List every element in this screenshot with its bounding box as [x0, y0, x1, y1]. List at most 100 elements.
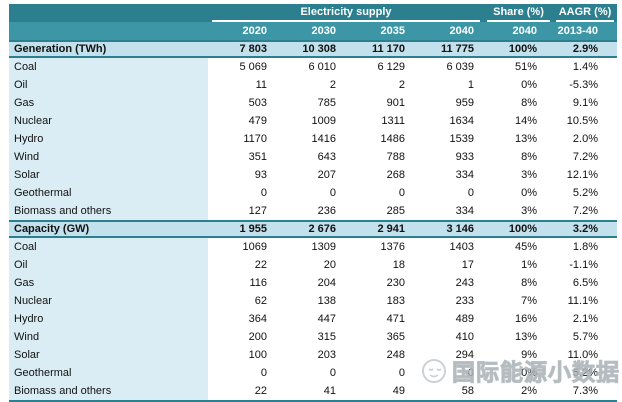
value-cell: 901	[386, 97, 405, 109]
value-cell: 3%	[521, 169, 537, 181]
value-cell: 49	[392, 385, 405, 397]
table-row: Hydro 364 447 471 489 16% 2.1%	[9, 310, 617, 328]
value-cell: 0	[467, 187, 474, 199]
table-row: Oil 11 2 2 1 0% -5.3%	[9, 76, 617, 94]
value-cell: 334	[455, 169, 474, 181]
value-cell: 207	[317, 169, 336, 181]
table-row: Solar 93 207 268 334 3% 12.1%	[9, 166, 617, 184]
value-cell: 13%	[514, 133, 537, 145]
table-row: Nuclear 62 138 183 233 7% 11.1%	[9, 292, 617, 310]
row-label: Nuclear	[9, 112, 208, 130]
value-cell: 11.1%	[567, 295, 598, 307]
share-year-header: 2040	[512, 25, 537, 37]
value-cell: 200	[248, 331, 267, 343]
value-cell: 1	[467, 79, 474, 91]
row-label: Solar	[9, 346, 208, 364]
value-cell: 11 170	[371, 43, 405, 55]
table-header-group-row: Electricity supply Share (%) AAGR (%)	[9, 4, 617, 22]
value-cell: 1539	[449, 133, 474, 145]
table-row: Nuclear 479 1009 1311 1634 14% 10.5%	[9, 112, 617, 130]
value-cell: 5.7%	[572, 331, 598, 343]
value-cell: 51%	[514, 61, 537, 73]
value-cell: 489	[455, 313, 474, 325]
year-header-2035: 2035	[380, 25, 405, 37]
value-cell: 0%	[521, 79, 537, 91]
value-cell: 100%	[508, 223, 537, 235]
value-cell: 410	[455, 331, 474, 343]
value-cell: 7.2%	[572, 205, 598, 217]
value-cell: 0%	[521, 187, 537, 199]
value-cell: 138	[317, 295, 336, 307]
value-cell: 183	[386, 295, 405, 307]
value-cell: 0	[329, 187, 336, 199]
value-cell: 18	[392, 259, 405, 271]
value-cell: 12.1%	[566, 169, 598, 181]
value-cell: 0	[398, 367, 405, 379]
row-label: Gas	[9, 94, 208, 112]
value-cell: 334	[455, 205, 474, 217]
value-cell: 2.1%	[572, 313, 598, 325]
value-cell: 447	[317, 313, 336, 325]
value-cell: 45%	[514, 241, 537, 253]
value-cell: 0	[260, 187, 267, 199]
value-cell: 58	[461, 385, 474, 397]
value-cell: 236	[317, 205, 336, 217]
value-cell: 6.5%	[572, 277, 598, 289]
value-cell: 203	[317, 349, 336, 361]
value-cell: 479	[248, 115, 267, 127]
value-cell: 503	[248, 97, 267, 109]
value-cell: 1009	[311, 115, 336, 127]
value-cell: 1170	[243, 133, 267, 145]
value-cell: 62	[254, 295, 267, 307]
value-cell: 3%	[521, 205, 537, 217]
value-cell: 243	[455, 277, 474, 289]
value-cell: 6 039	[446, 61, 474, 73]
value-cell: 22	[254, 259, 267, 271]
value-cell: 11 775	[440, 43, 474, 55]
value-cell: 41	[323, 385, 336, 397]
aagr-column-header: AAGR (%)	[556, 4, 614, 22]
value-cell: 8%	[521, 97, 537, 109]
value-cell: 8%	[521, 151, 537, 163]
row-label: Biomass and others	[9, 202, 208, 220]
value-cell: 22	[254, 385, 267, 397]
value-cell: 268	[386, 169, 405, 181]
value-cell: 5 069	[239, 61, 267, 73]
table-row: Gas 503 785 901 959 8% 9.1%	[9, 94, 617, 112]
value-cell: 2.9%	[572, 43, 598, 55]
value-cell: 16%	[514, 313, 537, 325]
aagr-period-header: 2013-40	[557, 25, 598, 37]
table-row: Oil 22 20 18 17 1% -1.1%	[9, 256, 617, 274]
value-cell: 2	[329, 79, 336, 91]
row-label: Solar	[9, 166, 208, 184]
value-cell: 1403	[449, 241, 474, 253]
value-cell: 351	[248, 151, 267, 163]
row-label: Oil	[9, 76, 208, 94]
row-label: Coal	[9, 58, 208, 76]
value-cell: 93	[254, 169, 267, 181]
row-label: Capacity (GW)	[14, 223, 90, 235]
value-cell: 9.1%	[572, 97, 598, 109]
row-label: Biomass and others	[9, 382, 208, 400]
row-label: Geothermal	[9, 364, 208, 382]
value-cell: 1376	[380, 241, 405, 253]
table-row: Hydro 1170 1416 1486 1539 13% 2.0%	[9, 130, 617, 148]
table-row: Biomass and others 127 236 285 334 3% 7.2%	[9, 202, 617, 220]
value-cell: 2.0%	[572, 133, 598, 145]
table-row: Wind 351 643 788 933 8% 7.2%	[9, 148, 617, 166]
value-cell: 14%	[514, 115, 537, 127]
share-column-header: Share (%)	[487, 4, 550, 22]
table-header-years-row: 2020 2030 2035 2040 2040 2013-40	[9, 22, 617, 40]
value-cell: 1634	[449, 115, 474, 127]
section-row: Capacity (GW) 1 955 2 676 2 941 3 146 100% 3.2…	[9, 220, 617, 238]
value-cell: 1%	[521, 259, 537, 271]
row-label: Oil	[9, 256, 208, 274]
value-cell: 230	[386, 277, 405, 289]
row-label: Gas	[9, 274, 208, 292]
value-cell: 365	[386, 331, 405, 343]
value-cell: 959	[455, 97, 474, 109]
value-cell: 364	[248, 313, 267, 325]
section-row: Generation (TWh) 7 803 10 308 11 170 11 775 1…	[9, 40, 617, 58]
row-label: Hydro	[9, 130, 208, 148]
table-row: Coal 5 069 6 010 6 129 6 039 51% 1.4%	[9, 58, 617, 76]
